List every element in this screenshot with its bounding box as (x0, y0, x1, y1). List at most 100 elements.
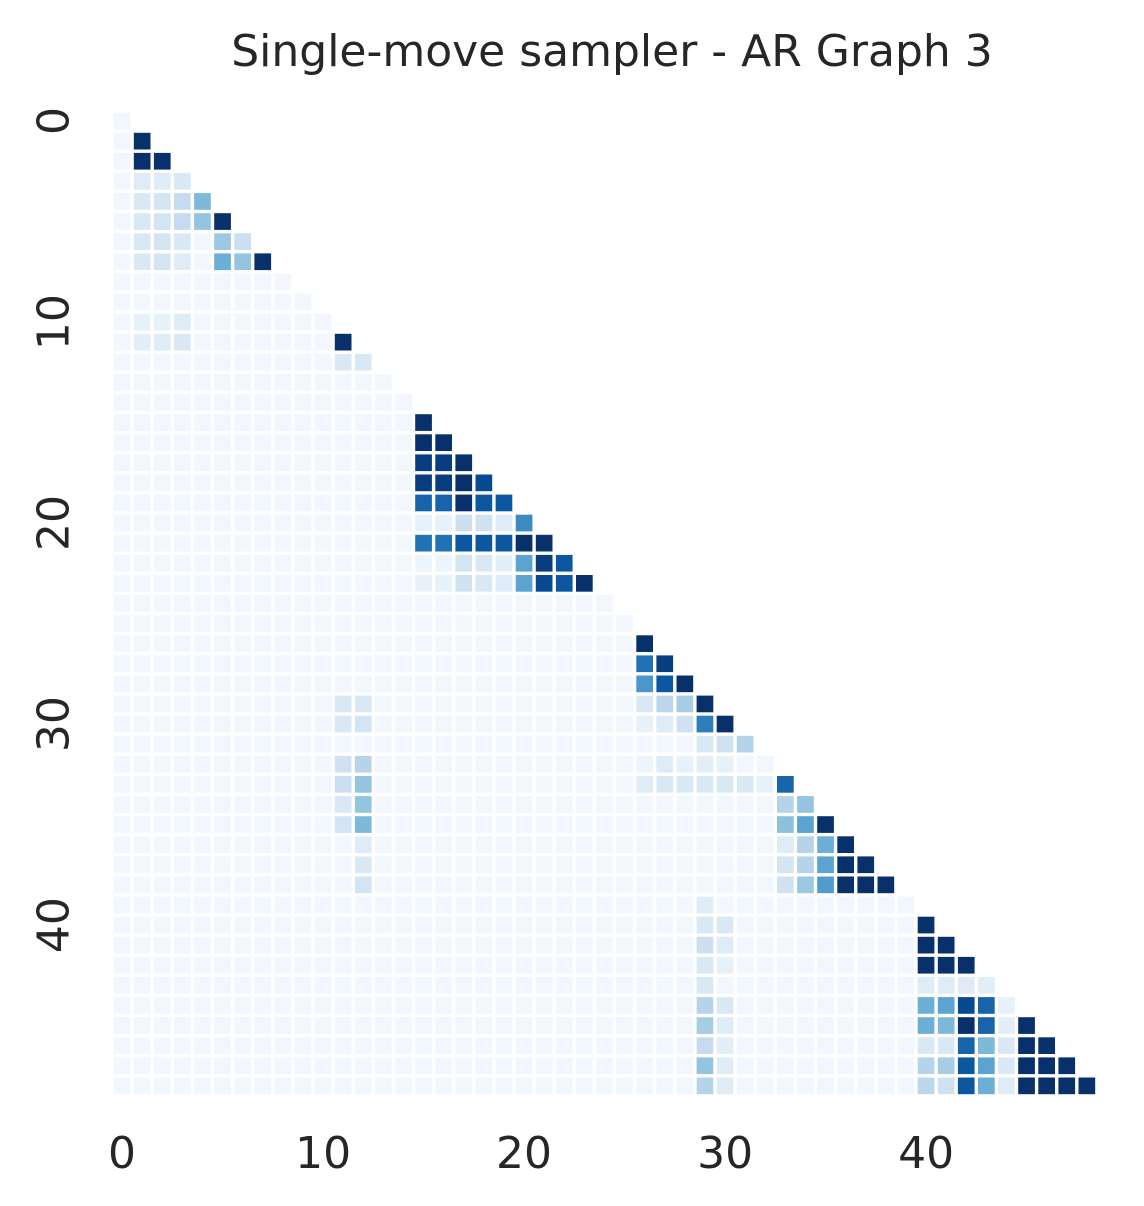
heatmap-cell (797, 836, 814, 853)
heatmap-cell (756, 1057, 774, 1075)
heatmap-cell (495, 755, 513, 773)
heatmap-cell (636, 836, 653, 853)
heatmap-cell (897, 916, 915, 934)
heatmap-cell (214, 554, 231, 572)
heatmap-cell (194, 333, 211, 351)
heatmap-cell (716, 1077, 734, 1095)
heatmap-cell (234, 253, 251, 271)
heatmap-cell (314, 776, 332, 793)
heatmap-cell (113, 977, 131, 994)
heatmap-cell (113, 635, 131, 652)
heatmap-cell (314, 615, 332, 632)
heatmap-cell (133, 273, 151, 291)
heatmap-cell (837, 896, 854, 914)
heatmap-cell (736, 735, 754, 753)
heatmap-cell (656, 1057, 674, 1075)
heatmap-cell (515, 1017, 533, 1034)
heatmap-cell (153, 293, 171, 311)
heatmap-cell (294, 675, 312, 693)
heatmap-cell (616, 1017, 633, 1034)
heatmap-cell (435, 977, 452, 994)
heatmap-cell (636, 1017, 653, 1034)
heatmap-cell (756, 1077, 774, 1095)
heatmap-cell (314, 333, 332, 351)
heatmap-cell (274, 514, 292, 532)
heatmap-cell (435, 755, 452, 773)
heatmap-cell (254, 675, 272, 693)
heatmap-cell (334, 977, 352, 994)
heatmap-cell (656, 655, 674, 673)
heatmap-cell (234, 695, 251, 713)
heatmap-cell (354, 454, 372, 472)
heatmap-cell (636, 876, 653, 894)
heatmap-cell (897, 1037, 915, 1054)
heatmap-cell (113, 474, 131, 492)
heatmap-cell (415, 494, 432, 512)
heatmap-cell (435, 836, 452, 853)
heatmap-cell (214, 253, 231, 271)
heatmap-cell (1038, 1057, 1055, 1075)
heatmap-cell (133, 1077, 151, 1095)
heatmap-cell (435, 1017, 452, 1034)
heatmap-cell (555, 735, 573, 753)
heatmap-cell (415, 735, 432, 753)
heatmap-cell (535, 1057, 553, 1075)
heatmap-cell (234, 936, 251, 954)
heatmap-cell (596, 615, 613, 632)
heatmap-cell (133, 655, 151, 673)
heatmap-cell (354, 776, 372, 793)
heatmap-cell (214, 816, 231, 833)
heatmap-cell (676, 856, 694, 874)
heatmap-cell (636, 856, 653, 874)
heatmap-cell (113, 394, 131, 411)
heatmap-cell (375, 374, 392, 391)
heatmap-cell (133, 474, 151, 492)
heatmap-cell (294, 916, 312, 934)
heatmap-cell (294, 474, 312, 492)
heatmap-cell (415, 836, 432, 853)
heatmap-cell (174, 916, 191, 934)
heatmap-cell (274, 1077, 292, 1095)
heatmap-cell (254, 655, 272, 673)
heatmap-cell (254, 414, 272, 431)
heatmap-cell (133, 735, 151, 753)
heatmap-cell (817, 997, 834, 1014)
heatmap-cell (334, 534, 352, 552)
heatmap-cell (415, 514, 432, 532)
heatmap-cell (435, 675, 452, 693)
heatmap-cell (455, 575, 473, 592)
heatmap-cell (194, 253, 211, 271)
heatmap-cell (435, 876, 452, 894)
heatmap-cell (294, 735, 312, 753)
heatmap-cell (535, 977, 553, 994)
heatmap-cell (897, 1017, 915, 1034)
heatmap-cell (415, 554, 432, 572)
heatmap-cell (415, 454, 432, 472)
heatmap-cell (194, 836, 211, 853)
heatmap-cell (375, 474, 392, 492)
heatmap-cell (254, 1077, 272, 1095)
heatmap-cell (133, 896, 151, 914)
heatmap-cell (415, 997, 432, 1014)
heatmap-cell (354, 735, 372, 753)
heatmap-cell (797, 1077, 814, 1095)
heatmap-cell (777, 876, 794, 894)
heatmap-cell (676, 896, 694, 914)
heatmap-cell (234, 615, 251, 632)
heatmap-cell (676, 1057, 694, 1075)
heatmap-cell (133, 414, 151, 431)
heatmap-cell (354, 1077, 372, 1095)
heatmap-cell (354, 534, 372, 552)
heatmap-cell (354, 876, 372, 894)
heatmap-cell (435, 936, 452, 954)
heatmap-cell (555, 816, 573, 833)
heatmap-cell (194, 474, 211, 492)
heatmap-cell (495, 977, 513, 994)
heatmap-cell (596, 675, 613, 693)
heatmap-cell (113, 132, 131, 150)
heatmap-cell (194, 1077, 211, 1095)
heatmap-cell (797, 916, 814, 934)
heatmap-cell (877, 936, 895, 954)
heatmap-cell (113, 193, 131, 210)
heatmap-cell (194, 635, 211, 652)
